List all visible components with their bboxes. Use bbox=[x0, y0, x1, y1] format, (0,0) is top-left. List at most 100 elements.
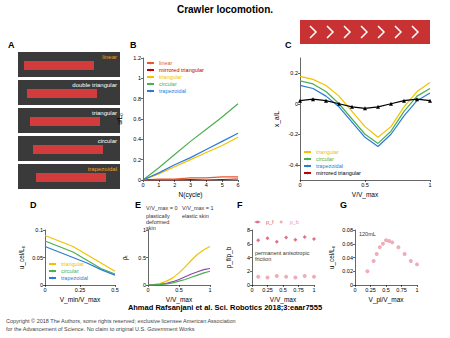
svg-text:u/L₀: u/L₀ bbox=[116, 113, 123, 125]
svg-text:p_f: p_f bbox=[266, 219, 274, 225]
svg-text:-0.4: -0.4 bbox=[289, 162, 298, 168]
svg-text:0.6: 0.6 bbox=[133, 116, 141, 122]
svg-text:1: 1 bbox=[157, 182, 160, 188]
svg-text:linear: linear bbox=[102, 54, 117, 60]
svg-text:N(cycle): N(cycle) bbox=[179, 191, 203, 199]
svg-text:triangular: triangular bbox=[159, 74, 182, 80]
svg-text:V/V_max = 1: V/V_max = 1 bbox=[182, 205, 214, 211]
svg-text:C: C bbox=[285, 40, 292, 50]
svg-text:deformed: deformed bbox=[146, 219, 171, 225]
svg-text:1.2: 1.2 bbox=[133, 55, 141, 61]
svg-text:5: 5 bbox=[221, 182, 224, 188]
svg-text:V/V_max: V/V_max bbox=[270, 296, 297, 304]
svg-text:circular: circular bbox=[316, 156, 334, 162]
svg-text:1: 1 bbox=[415, 287, 418, 293]
svg-text:1: 1 bbox=[208, 287, 211, 293]
svg-text:4: 4 bbox=[205, 182, 208, 188]
svg-text:0: 0 bbox=[43, 287, 46, 293]
svg-text:V/V_max = 0: V/V_max = 0 bbox=[146, 205, 178, 211]
svg-text:2: 2 bbox=[247, 268, 250, 274]
svg-text:B: B bbox=[130, 40, 137, 50]
svg-text:triangular: triangular bbox=[316, 149, 339, 155]
svg-text:1: 1 bbox=[143, 227, 146, 233]
svg-text:0.5: 0.5 bbox=[361, 182, 369, 188]
svg-text:0.75: 0.75 bbox=[396, 287, 407, 293]
svg-text:trapezoidal: trapezoidal bbox=[316, 163, 343, 169]
svg-text:u_cel/L₀: u_cel/L₀ bbox=[328, 245, 336, 269]
svg-text:1: 1 bbox=[138, 75, 141, 81]
svg-text:0: 0 bbox=[298, 182, 301, 188]
svg-text:-0.2: -0.2 bbox=[289, 131, 298, 137]
svg-text:0.25: 0.25 bbox=[75, 287, 86, 293]
svg-text:V_pl/V_max: V_pl/V_max bbox=[368, 296, 404, 304]
svg-text:0.5: 0.5 bbox=[138, 255, 146, 261]
svg-text:V/V_max: V/V_max bbox=[352, 191, 379, 199]
svg-text:elastic skin: elastic skin bbox=[182, 213, 209, 219]
svg-text:Ahmad Rafsanjani et al. Sci. R: Ahmad Rafsanjani et al. Sci. Robotics 20… bbox=[128, 303, 322, 312]
svg-text:mirrored triangular: mirrored triangular bbox=[316, 170, 361, 176]
svg-text:circular: circular bbox=[159, 81, 177, 87]
svg-text:0.04: 0.04 bbox=[342, 255, 353, 261]
svg-text:0: 0 bbox=[295, 101, 298, 107]
svg-text:0.8: 0.8 bbox=[133, 96, 141, 102]
svg-text:0: 0 bbox=[250, 287, 253, 293]
svg-text:0.4: 0.4 bbox=[133, 136, 141, 142]
svg-text:E: E bbox=[135, 200, 141, 210]
svg-text:D: D bbox=[30, 200, 37, 210]
svg-text:circular: circular bbox=[98, 138, 117, 144]
svg-text:linear: linear bbox=[159, 60, 173, 66]
svg-text:0: 0 bbox=[137, 177, 141, 183]
svg-text:trapezoidal: trapezoidal bbox=[61, 275, 88, 281]
svg-text:0.5: 0.5 bbox=[111, 287, 119, 293]
svg-text:0.05: 0.05 bbox=[32, 255, 43, 261]
svg-text:u_cel/L₀: u_cel/L₀ bbox=[18, 245, 26, 269]
svg-text:0.25: 0.25 bbox=[262, 287, 273, 293]
svg-text:skin: skin bbox=[146, 225, 156, 231]
svg-text:for the Advancement of Science: for the Advancement of Science. No claim… bbox=[6, 326, 195, 332]
svg-text:ρₜ: ρₜ bbox=[121, 255, 129, 261]
svg-text:F: F bbox=[237, 200, 243, 210]
svg-text:0.2: 0.2 bbox=[133, 157, 141, 163]
svg-text:Copyright © 2018 The Authors,: Copyright © 2018 The Authors, some right… bbox=[6, 318, 236, 324]
svg-text:friction: friction bbox=[255, 256, 271, 262]
svg-text:trapezoidal: trapezoidal bbox=[159, 88, 186, 94]
svg-text:0.2: 0.2 bbox=[290, 70, 298, 76]
svg-text:0.1: 0.1 bbox=[35, 227, 43, 233]
svg-text:3: 3 bbox=[189, 182, 192, 188]
svg-text:0.5: 0.5 bbox=[382, 287, 390, 293]
svg-text:8: 8 bbox=[247, 227, 250, 233]
svg-text:V/V_max: V/V_max bbox=[166, 296, 193, 304]
svg-text:0.25: 0.25 bbox=[365, 287, 376, 293]
svg-text:0.02: 0.02 bbox=[342, 268, 353, 274]
svg-text:0.75: 0.75 bbox=[293, 287, 304, 293]
svg-text:p_b: p_b bbox=[290, 219, 299, 225]
svg-text:1: 1 bbox=[428, 182, 431, 188]
svg-text:4: 4 bbox=[247, 255, 250, 261]
svg-text:V_min/V_max: V_min/V_max bbox=[60, 296, 101, 304]
svg-text:permanent anisotropic: permanent anisotropic bbox=[255, 250, 311, 256]
svg-text:G: G bbox=[340, 200, 347, 210]
svg-text:0.06: 0.06 bbox=[342, 241, 353, 247]
svg-text:6: 6 bbox=[236, 182, 239, 188]
svg-text:double triangular: double triangular bbox=[72, 82, 117, 88]
svg-text:mirrored triangular: mirrored triangular bbox=[159, 67, 204, 73]
svg-text:1: 1 bbox=[312, 287, 315, 293]
svg-text:0: 0 bbox=[146, 287, 149, 293]
svg-text:triangular: triangular bbox=[61, 261, 84, 267]
svg-text:2: 2 bbox=[173, 182, 176, 188]
svg-text:0: 0 bbox=[353, 287, 356, 293]
svg-text:circular: circular bbox=[61, 268, 79, 274]
svg-text:x_a/L: x_a/L bbox=[273, 111, 281, 127]
svg-text:A: A bbox=[8, 40, 15, 50]
svg-text:0.08: 0.08 bbox=[342, 227, 353, 233]
svg-text:0: 0 bbox=[141, 182, 144, 188]
svg-text:trapezoidal: trapezoidal bbox=[88, 166, 117, 172]
svg-text:0.5: 0.5 bbox=[279, 287, 287, 293]
svg-text:0.5: 0.5 bbox=[175, 287, 183, 293]
svg-text:6: 6 bbox=[247, 241, 250, 247]
svg-text:Crawler locomotion.: Crawler locomotion. bbox=[177, 4, 273, 15]
svg-text:plastically: plastically bbox=[146, 213, 172, 219]
svg-text:triangular: triangular bbox=[92, 110, 117, 116]
svg-text:p_f/p_b: p_f/p_b bbox=[225, 246, 233, 268]
svg-text:120mL: 120mL bbox=[359, 231, 376, 237]
